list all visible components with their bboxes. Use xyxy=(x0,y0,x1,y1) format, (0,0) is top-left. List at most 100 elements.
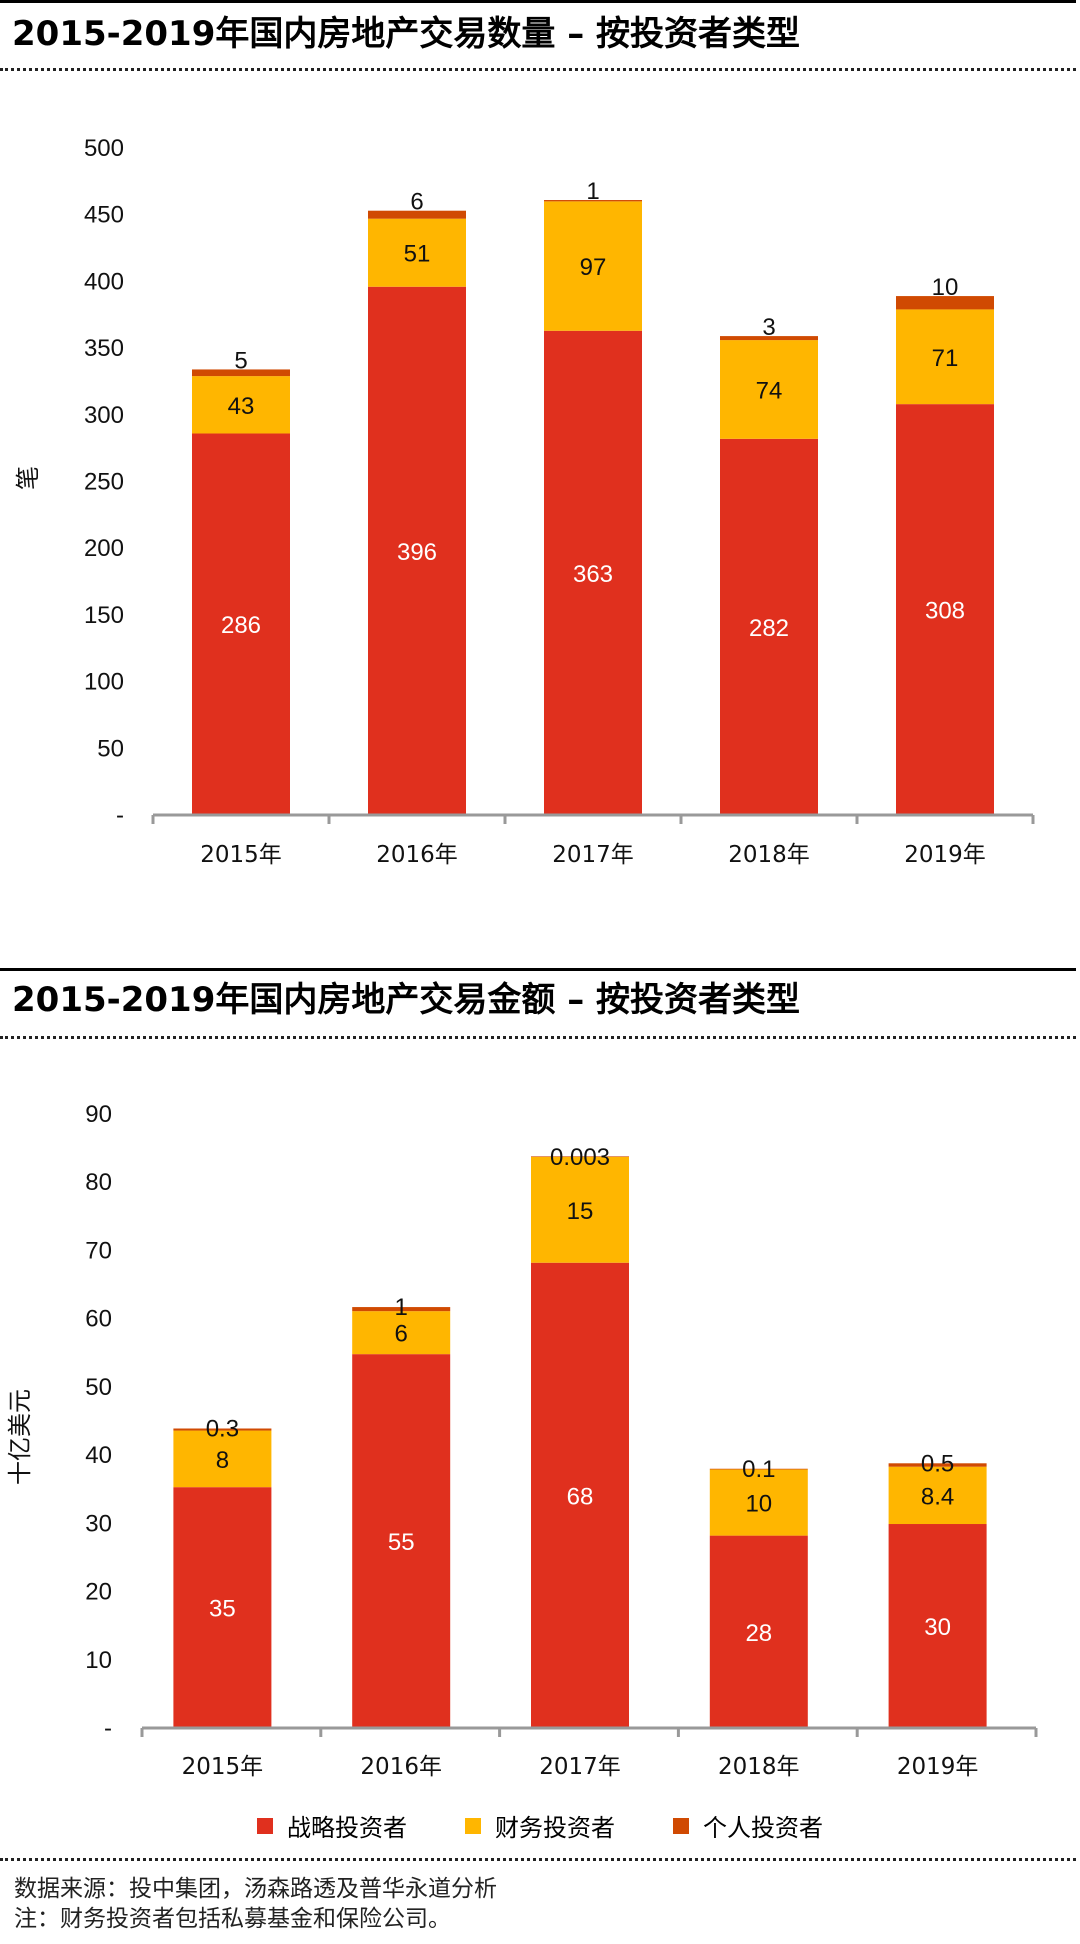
y-tick-label: - xyxy=(104,1715,112,1742)
bar-financial xyxy=(720,340,818,439)
y-tick-label: 500 xyxy=(84,135,124,162)
legend-label-individual: 个人投资者 xyxy=(703,1814,823,1842)
y-tick-label: 50 xyxy=(97,735,124,762)
data-label-individual: 0.003 xyxy=(550,1144,610,1171)
legend-swatch-financial xyxy=(465,1817,481,1834)
bar-individual xyxy=(531,1156,629,1157)
legend-label-financial: 财务投资者 xyxy=(495,1814,615,1842)
x-tick-label: 2015年 xyxy=(200,842,282,868)
bar-individual xyxy=(368,210,466,219)
data-label-individual: 10 xyxy=(932,274,959,301)
y-tick-label: 80 xyxy=(85,1169,112,1196)
y-tick-label: 40 xyxy=(85,1442,112,1469)
bar-individual xyxy=(192,369,290,377)
chart1-count-by-investor-type: - 50 100 150 200 250 300 350 400 450 500 笔 286 43 5 201… xyxy=(14,135,1035,868)
chart2-top-rule xyxy=(0,968,1076,971)
data-label-strategic: 363 xyxy=(573,561,613,588)
y-tick-label: 50 xyxy=(85,1374,112,1401)
bar-financial xyxy=(888,1466,987,1525)
bar-strategic xyxy=(531,1262,629,1728)
legend-label-strategic: 战略投资者 xyxy=(287,1814,407,1842)
bar-financial xyxy=(173,1430,272,1488)
y-tick-label: 70 xyxy=(85,1237,112,1264)
bar-financial xyxy=(544,201,642,331)
x-tick-label: 2018年 xyxy=(728,842,810,868)
x-tick-label: 2019年 xyxy=(904,842,986,868)
data-label-individual: 6 xyxy=(410,189,423,216)
bar-strategic xyxy=(352,1354,451,1728)
y-tick-label: 300 xyxy=(84,402,124,429)
bar-individual xyxy=(544,200,642,202)
legend-item-strategic: 战略投资者 xyxy=(257,1808,407,1843)
legend-swatch-strategic xyxy=(257,1817,273,1834)
data-label-strategic: 396 xyxy=(397,539,437,566)
y-tick-label: 30 xyxy=(85,1510,112,1537)
y-tick-label: 150 xyxy=(84,602,124,629)
x-tick-label: 2019年 xyxy=(897,1754,979,1780)
legend: 战略投资者 财务投资者 个人投资者 xyxy=(0,1808,1080,1843)
bar-strategic xyxy=(896,404,994,815)
bar-individual xyxy=(888,1463,987,1467)
bar-strategic xyxy=(544,330,642,815)
data-label-financial: 97 xyxy=(580,254,607,281)
data-label-financial: 10 xyxy=(745,1491,772,1518)
x-tick-label: 2016年 xyxy=(360,1754,442,1780)
data-label-individual: 0.1 xyxy=(742,1456,775,1483)
data-label-financial: 8 xyxy=(216,1447,229,1474)
bar-individual xyxy=(352,1307,451,1312)
bar-financial xyxy=(192,376,290,434)
y-tick-label: 200 xyxy=(84,535,124,562)
x-tick-label: 2017年 xyxy=(539,1754,621,1780)
data-label-individual: 5 xyxy=(234,347,247,374)
data-label-strategic: 308 xyxy=(925,598,965,625)
chart1-top-rule xyxy=(0,0,1076,3)
data-label-financial: 74 xyxy=(756,377,783,404)
bar-individual xyxy=(173,1428,272,1431)
data-label-financial: 51 xyxy=(404,241,431,268)
chart1-title: 2015-2019年国内房地产交易数量 – 按投资者类型 xyxy=(12,14,801,54)
legend-swatch-individual xyxy=(673,1817,689,1834)
bar-strategic xyxy=(720,438,818,815)
x-tick-label: 2016年 xyxy=(376,842,458,868)
data-label-individual: 1 xyxy=(586,178,599,205)
y-tick-label: 450 xyxy=(84,202,124,229)
y-tick-label: 100 xyxy=(84,669,124,696)
bar-individual xyxy=(709,1468,808,1470)
bar-strategic xyxy=(192,433,290,815)
y-tick-label: 20 xyxy=(85,1579,112,1606)
data-label-individual: 0.3 xyxy=(206,1416,239,1443)
data-label-individual: 1 xyxy=(395,1294,408,1321)
data-label-strategic: 30 xyxy=(924,1614,951,1641)
legend-item-financial: 财务投资者 xyxy=(465,1808,615,1843)
bar-strategic xyxy=(709,1535,808,1728)
data-label-strategic: 68 xyxy=(567,1483,594,1510)
bar-individual xyxy=(896,296,994,310)
y-tick-label: - xyxy=(116,802,124,829)
legend-item-individual: 个人投资者 xyxy=(673,1808,823,1843)
data-label-financial: 71 xyxy=(932,345,959,372)
footer-divider xyxy=(0,1858,1076,1861)
data-label-financial: 43 xyxy=(228,393,255,420)
data-source-note: 数据来源：投中集团，汤森路透及普华永道分析 xyxy=(14,1876,497,1902)
data-label-strategic: 55 xyxy=(388,1529,415,1556)
bar-strategic xyxy=(173,1487,272,1728)
y-tick-label: 60 xyxy=(85,1306,112,1333)
y-tick-label: 250 xyxy=(84,469,124,496)
data-label-strategic: 28 xyxy=(745,1620,772,1647)
data-label-strategic: 282 xyxy=(749,615,789,642)
chart1-title-divider xyxy=(0,68,1076,71)
bar-strategic xyxy=(368,286,466,816)
bar-individual xyxy=(720,336,818,341)
data-label-strategic: 286 xyxy=(221,612,261,639)
data-label-strategic: 35 xyxy=(209,1596,236,1623)
x-tick-label: 2015年 xyxy=(182,1754,264,1780)
chart2-title-divider xyxy=(0,1036,1076,1039)
bar-financial xyxy=(531,1156,629,1263)
y-tick-label: 90 xyxy=(85,1101,112,1128)
bar-financial xyxy=(896,309,994,405)
chart2-value-by-investor-type: - 10 20 30 40 50 60 70 80 90 十亿美元 35 8 0.3 2015年 55 61 20… xyxy=(6,1101,1038,1780)
data-label-individual: 3 xyxy=(762,314,775,341)
x-tick-label: 2017年 xyxy=(552,842,634,868)
x-tick-label: 2018年 xyxy=(718,1754,800,1780)
financial-investor-note: 注：财务投资者包括私募基金和保险公司。 xyxy=(14,1906,451,1932)
